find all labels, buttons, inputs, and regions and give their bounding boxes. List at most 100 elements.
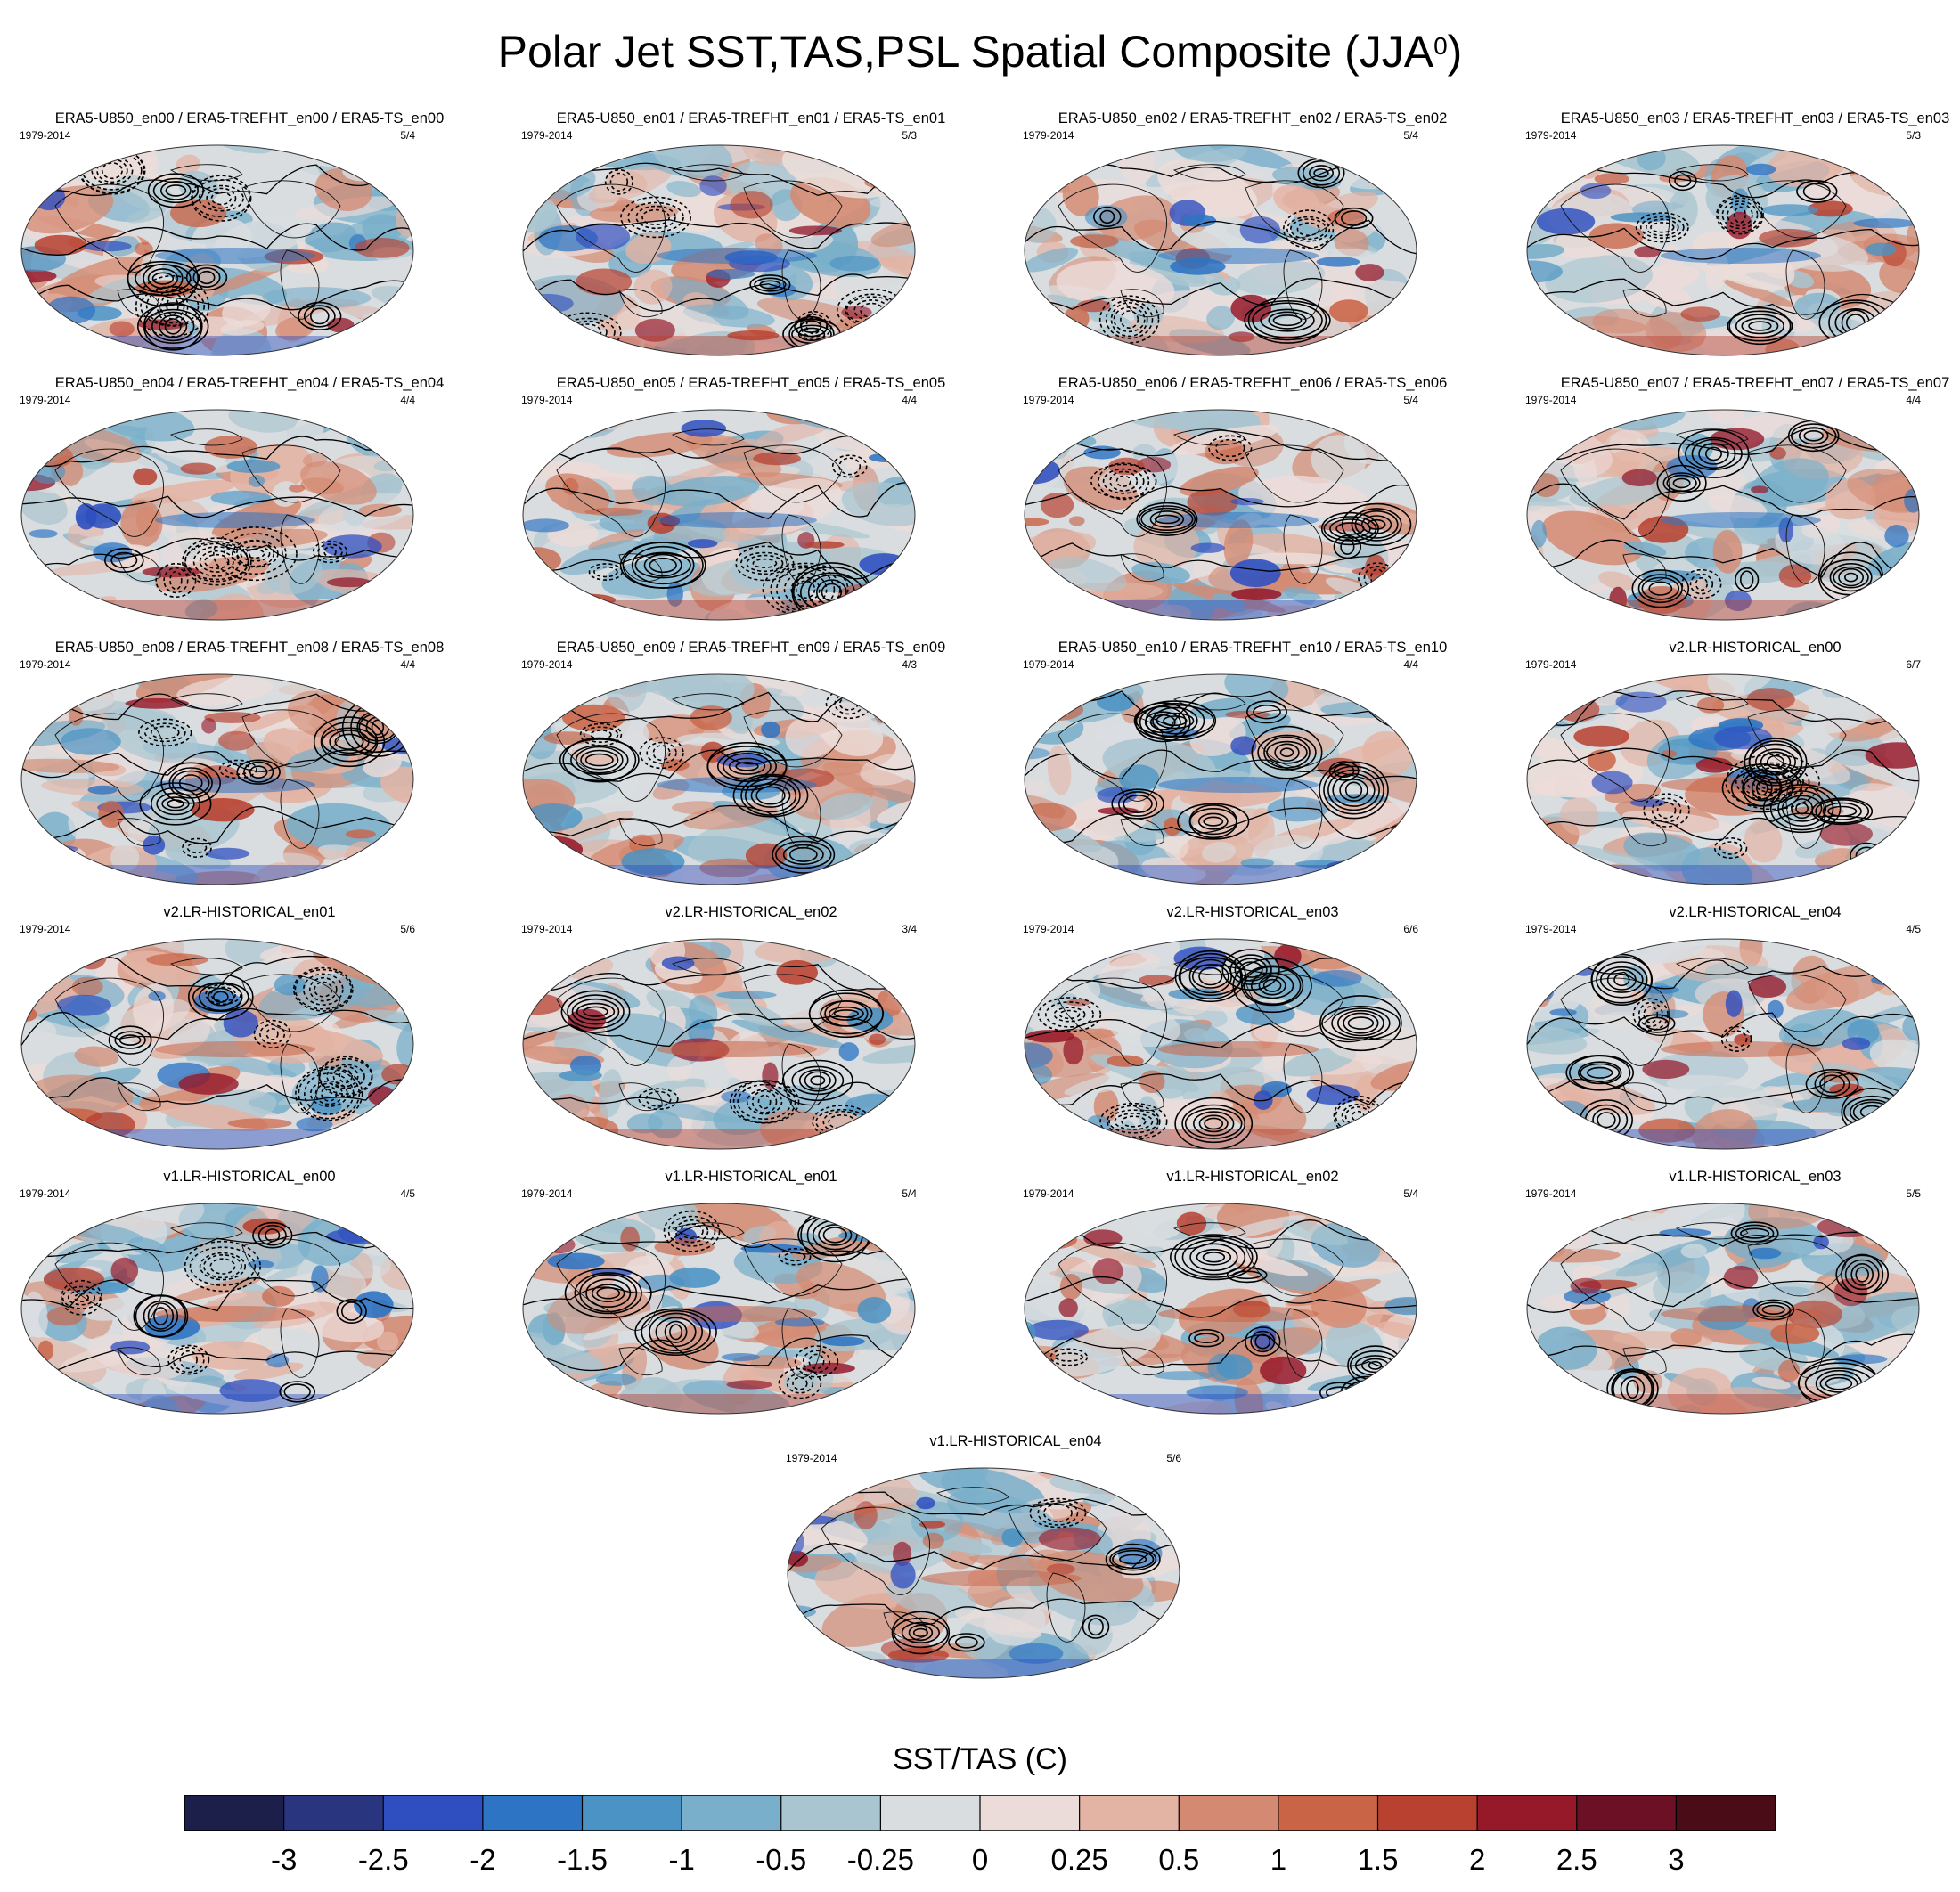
colorbar-tick-label: 1.5 [1358,1843,1399,1876]
psl-contours [21,436,413,599]
colorbar-swatch [780,1795,881,1831]
map-panel: v1.LR-HISTORICAL_en02 1979-2014 5/4 [1003,1168,1502,1426]
map-panel: v2.LR-HISTORICAL_en02 1979-2014 3/4 [502,903,1000,1162]
coastlines [54,958,341,1113]
map-panel: v1.LR-HISTORICAL_en01 1979-2014 5/4 [502,1168,1000,1426]
colorbar-swatch [1079,1795,1180,1831]
chart-title: Polar Jet SST,TAS,PSL Spatial Composite … [0,25,1960,78]
panel-count: 4/5 [400,1187,415,1200]
psl-contours [21,693,413,859]
panel-count: 5/6 [1166,1452,1181,1464]
coastlines [1058,958,1344,1113]
robinson-map [1526,938,1920,1150]
panel-years: 1979-2014 [20,923,71,935]
chart-title-close: ) [1447,27,1463,77]
coastlines [1560,958,1847,1113]
robinson-map [20,1203,414,1415]
sst-anomaly-field [21,1203,413,1414]
colorbar-tick-label: 2 [1469,1843,1485,1876]
panel-title: v2.LR-HISTORICAL_en00 [1669,640,1842,656]
psl-contours [1025,690,1417,844]
robinson-map [522,938,916,1150]
sst-anomaly-field [1025,1203,1417,1414]
colorbar-svg: -3 -2.5 -2 -1.5 -1 -0.5 -0.25 0 0.25 0.5 1 1.5 2 2.5 3 [184,1795,1776,1876]
colorbar-tick-label: -2.5 [358,1843,409,1876]
panel-title: v1.LR-HISTORICAL_en02 [1166,1169,1339,1185]
robinson-map [1526,1203,1920,1415]
map-panels: ERA5-U850_en00 / ERA5-TREFHT_en00 / ERA5… [0,110,1960,1679]
panel-title: ERA5-U850_en07 / ERA5-TREFHT_en07 / ERA5… [1560,375,1950,391]
coastlines [54,164,341,320]
colorbar-swatch [1377,1795,1478,1831]
robinson-map [1024,144,1417,356]
panel-years: 1979-2014 [521,658,573,671]
panel-count: 6/7 [1906,658,1921,671]
coastlines [556,164,843,320]
robinson-map [787,1467,1180,1679]
colorbar-swatch [582,1795,682,1831]
robinson-map [20,409,414,621]
panel-count: 3/4 [902,923,917,935]
panel-title: ERA5-U850_en02 / ERA5-TREFHT_en02 / ERA5… [1058,110,1448,126]
chart-title-superscript: 0 [1433,32,1448,60]
panel-count: 4/5 [1906,923,1921,935]
panel-title: ERA5-U850_en00 / ERA5-TREFHT_en00 / ERA5… [54,110,445,126]
colorbar: SST/TAS (C) -3 -2.5 -2 -1.5 -1 -0.5 -0.25 0 0.25… [0,1741,1960,1892]
panel-title: v2.LR-HISTORICAL_en04 [1669,904,1842,920]
colorbar-swatch [482,1795,583,1831]
panel-title: ERA5-U850_en04 / ERA5-TREFHT_en04 / ERA5… [54,375,445,391]
panel-years: 1979-2014 [1023,129,1074,142]
panel-title: v2.LR-HISTORICAL_en01 [163,904,336,920]
panel-count: 5/3 [902,129,917,142]
colorbar-tick-label: -3 [271,1843,297,1876]
panel-years: 1979-2014 [1525,394,1577,406]
panel-count: 4/4 [1906,394,1921,406]
panel-years: 1979-2014 [1525,129,1577,142]
robinson-map [522,673,916,885]
panel-count: 5/4 [400,129,415,142]
colorbar-tick-label: 0.5 [1158,1843,1199,1876]
colorbar-frame [184,1795,1776,1831]
panel-title: ERA5-U850_en10 / ERA5-TREFHT_en10 / ERA5… [1058,640,1448,656]
sst-anomaly-field [1527,939,1919,1149]
panel-years: 1979-2014 [1525,923,1577,935]
panel-years: 1979-2014 [521,394,573,406]
map-panel: v1.LR-HISTORICAL_en03 1979-2014 5/5 [1506,1168,1960,1426]
map-panel: ERA5-U850_en03 / ERA5-TREFHT_en03 / ERA5… [1506,110,1960,368]
panel-years: 1979-2014 [20,658,71,671]
colorbar-swatch [1676,1795,1776,1831]
panel-title: v1.LR-HISTORICAL_en00 [163,1169,336,1185]
colorbar-tick-label: -2 [470,1843,495,1876]
robinson-map [522,144,916,356]
map-panel: v2.LR-HISTORICAL_en00 1979-2014 6/7 [1506,639,1960,897]
psl-contours [788,1491,1180,1655]
colorbar-tick-label: 0 [972,1843,988,1876]
colorbar-tick-label: -1 [668,1843,694,1876]
colorbar-swatch [1477,1795,1577,1831]
psl-contours [1025,429,1417,616]
robinson-map [522,409,916,621]
panel-title: v2.LR-HISTORICAL_en03 [1166,904,1339,920]
colorbar-swatch [1179,1795,1278,1831]
robinson-map [20,938,414,1150]
robinson-map [20,673,414,885]
map-panel: v2.LR-HISTORICAL_en03 1979-2014 6/6 [1003,903,1502,1162]
coastlines [54,428,341,584]
panel-years: 1979-2014 [1023,658,1074,671]
map-panel: ERA5-U850_en00 / ERA5-TREFHT_en00 / ERA5… [0,110,499,368]
colorbar-tick-label: 2.5 [1556,1843,1597,1876]
map-panel: v2.LR-HISTORICAL_en04 1979-2014 4/5 [1506,903,1960,1162]
panel-title: v1.LR-HISTORICAL_en01 [665,1169,837,1185]
colorbar-title: SST/TAS (C) [893,1742,1067,1776]
map-panel: ERA5-U850_en07 / ERA5-TREFHT_en07 / ERA5… [1506,374,1960,632]
map-panel: ERA5-U850_en10 / ERA5-TREFHT_en10 / ERA5… [1003,639,1502,897]
panel-count: 6/6 [1403,923,1418,935]
panel-years: 1979-2014 [20,1187,71,1200]
panel-count: 5/3 [1906,129,1921,142]
panel-years: 1979-2014 [1525,1187,1577,1200]
panel-count: 4/4 [902,394,917,406]
colorbar-tick-label: -0.25 [847,1843,914,1876]
panel-title: v1.LR-HISTORICAL_en03 [1669,1169,1842,1185]
panel-title: ERA5-U850_en06 / ERA5-TREFHT_en06 / ERA5… [1058,375,1448,391]
robinson-map [1526,144,1920,356]
